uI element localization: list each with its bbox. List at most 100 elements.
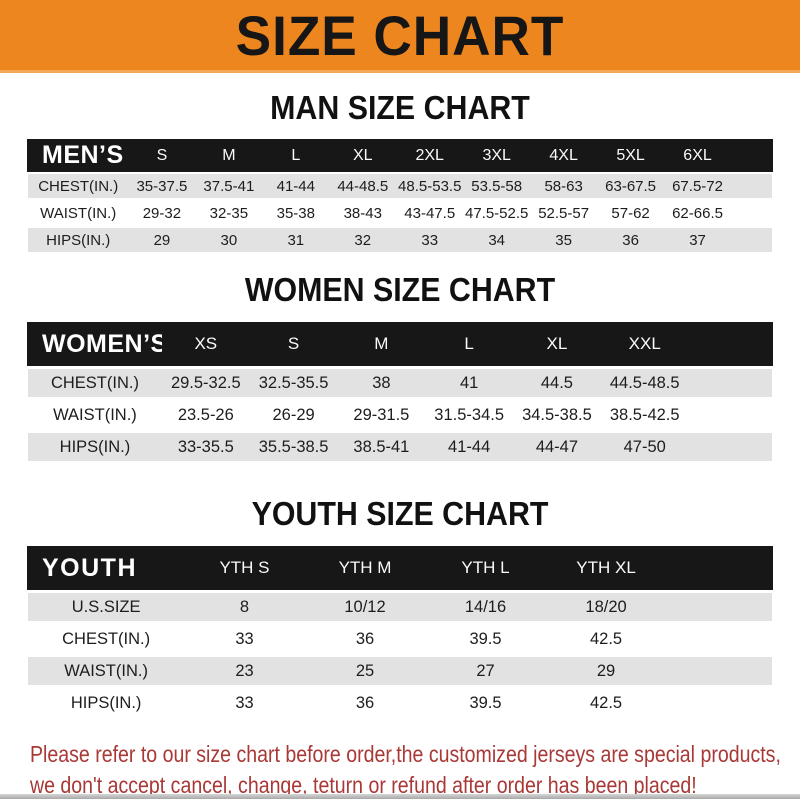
cell: 62-66.5: [664, 201, 732, 225]
men-table-header-filler: [731, 140, 772, 171]
cell: 48.5-53.5: [396, 174, 464, 198]
row-label: CHEST(IN.): [28, 625, 185, 653]
men-waist-row: WAIST(IN.) 29-32 32-35 35-38 38-43 43-47…: [28, 201, 772, 225]
men-chest-row: CHEST(IN.) 35-37.5 37.5-41 41-44 44-48.5…: [28, 174, 772, 198]
row-label: WAIST(IN.): [28, 657, 185, 685]
men-size-col-header: 2XL: [396, 140, 464, 171]
men-section-heading: MAN SIZE CHART: [270, 89, 530, 126]
row-label: U.S.SIZE: [28, 593, 185, 621]
cell-filler: [731, 228, 772, 252]
women-size-col-header: XXL: [600, 323, 689, 365]
men-size-col-header: 5XL: [597, 140, 665, 171]
men-size-col-header: 6XL: [664, 140, 732, 171]
cell: 32: [329, 228, 397, 252]
cell: 67.5-72: [664, 174, 732, 198]
cell: 58-63: [530, 174, 598, 198]
cell: 52.5-57: [530, 201, 598, 225]
cell: 10/12: [304, 593, 426, 621]
cell: 32-35: [195, 201, 263, 225]
youth-section: YOUTH SIZE CHART YOUTH YTH S YTH M YTH L…: [0, 495, 800, 721]
cell: 35.5-38.5: [249, 433, 338, 461]
bottom-edge-strip: [0, 794, 800, 799]
youth-chest-row: CHEST(IN.) 33 36 39.5 42.5: [28, 625, 772, 653]
cell: 44.5: [513, 369, 601, 397]
cell: 29-32: [128, 201, 196, 225]
size-chart-banner: SIZE CHART: [0, 0, 800, 73]
women-size-col-header: S: [249, 323, 338, 365]
cell-filler: [688, 401, 772, 429]
cell: 38.5-41: [337, 433, 426, 461]
cell: 41: [425, 369, 514, 397]
cell: 33: [184, 625, 305, 653]
order-note-line-1: Please refer to our size chart before or…: [30, 741, 781, 767]
cell: 33: [396, 228, 464, 252]
cell: 34.5-38.5: [513, 401, 601, 429]
cell: 31.5-34.5: [425, 401, 514, 429]
cell: 44-48.5: [329, 174, 397, 198]
men-table-header-row: MEN’S S M L XL 2XL 3XL 4XL 5XL 6XL: [28, 140, 772, 171]
cell: 43-47.5: [396, 201, 464, 225]
cell: 34: [463, 228, 531, 252]
women-size-table: WOMEN’S XS S M L XL XXL CHEST(IN.) 29.5-…: [28, 319, 772, 465]
women-size-col-header: XS: [161, 323, 250, 365]
youth-section-heading: YOUTH SIZE CHART: [251, 495, 549, 532]
men-size-col-header: M: [195, 140, 263, 171]
cell-filler: [731, 174, 772, 198]
cell: 23.5-26: [161, 401, 250, 429]
cell: 35-38: [262, 201, 330, 225]
women-waist-row: WAIST(IN.) 23.5-26 26-29 29-31.5 31.5-34…: [28, 401, 772, 429]
youth-table-header-filler: [666, 547, 772, 589]
cell: 35: [530, 228, 598, 252]
cell: 44.5-48.5: [600, 369, 689, 397]
cell: 23: [184, 657, 305, 685]
cell: 41-44: [425, 433, 514, 461]
cell: 8: [184, 593, 305, 621]
women-chest-row: CHEST(IN.) 29.5-32.5 32.5-35.5 38 41 44.…: [28, 369, 772, 397]
men-size-col-header: S: [128, 140, 196, 171]
cell: 30: [195, 228, 263, 252]
men-section: MAN SIZE CHART MEN’S S M L XL 2XL 3XL 4X…: [0, 89, 800, 255]
cell: 36: [597, 228, 665, 252]
row-label: CHEST(IN.): [28, 369, 162, 397]
women-size-col-header: M: [337, 323, 426, 365]
order-note: Please refer to our size chart before or…: [30, 739, 800, 801]
youth-size-col-header: YTH M: [304, 547, 426, 589]
cell: 41-44: [262, 174, 330, 198]
cell: 29: [545, 657, 667, 685]
men-size-col-header: L: [262, 140, 330, 171]
cell: 42.5: [545, 625, 667, 653]
women-section-heading: WOMEN SIZE CHART: [244, 271, 556, 308]
cell: 33: [184, 689, 305, 717]
men-table-group-label: MEN’S: [28, 140, 129, 171]
women-table-header-row: WOMEN’S XS S M L XL XXL: [28, 323, 772, 365]
cell-filler: [688, 369, 772, 397]
cell: 26-29: [249, 401, 338, 429]
youth-table-header-row: YOUTH YTH S YTH M YTH L YTH XL: [28, 547, 772, 589]
cell: 29-31.5: [337, 401, 426, 429]
youth-table-group-label: YOUTH: [28, 547, 185, 589]
cell: 14/16: [425, 593, 546, 621]
men-size-col-header: 4XL: [530, 140, 598, 171]
men-hips-row: HIPS(IN.) 29 30 31 32 33 34 35 36 37: [28, 228, 772, 252]
cell: 63-67.5: [597, 174, 665, 198]
row-label: WAIST(IN.): [28, 201, 129, 225]
cell-filler: [731, 201, 772, 225]
youth-waist-row: WAIST(IN.) 23 25 27 29: [28, 657, 772, 685]
cell: 37: [664, 228, 732, 252]
cell: 36: [304, 689, 426, 717]
cell: 38: [337, 369, 426, 397]
men-size-col-header: XL: [329, 140, 397, 171]
cell-filler: [688, 433, 772, 461]
women-table-group-label: WOMEN’S: [28, 323, 162, 365]
cell-filler: [666, 625, 772, 653]
women-size-col-header: L: [425, 323, 514, 365]
cell: 35-37.5: [128, 174, 196, 198]
order-note-line-2: we don't accept cancel, change, teturn o…: [30, 772, 697, 798]
row-label: WAIST(IN.): [28, 401, 162, 429]
cell: 31: [262, 228, 330, 252]
cell-filler: [666, 657, 772, 685]
cell: 38-43: [329, 201, 397, 225]
women-section: WOMEN SIZE CHART WOMEN’S XS S M L XL XXL…: [0, 271, 800, 465]
cell: 57-62: [597, 201, 665, 225]
youth-size-col-header: YTH L: [425, 547, 546, 589]
